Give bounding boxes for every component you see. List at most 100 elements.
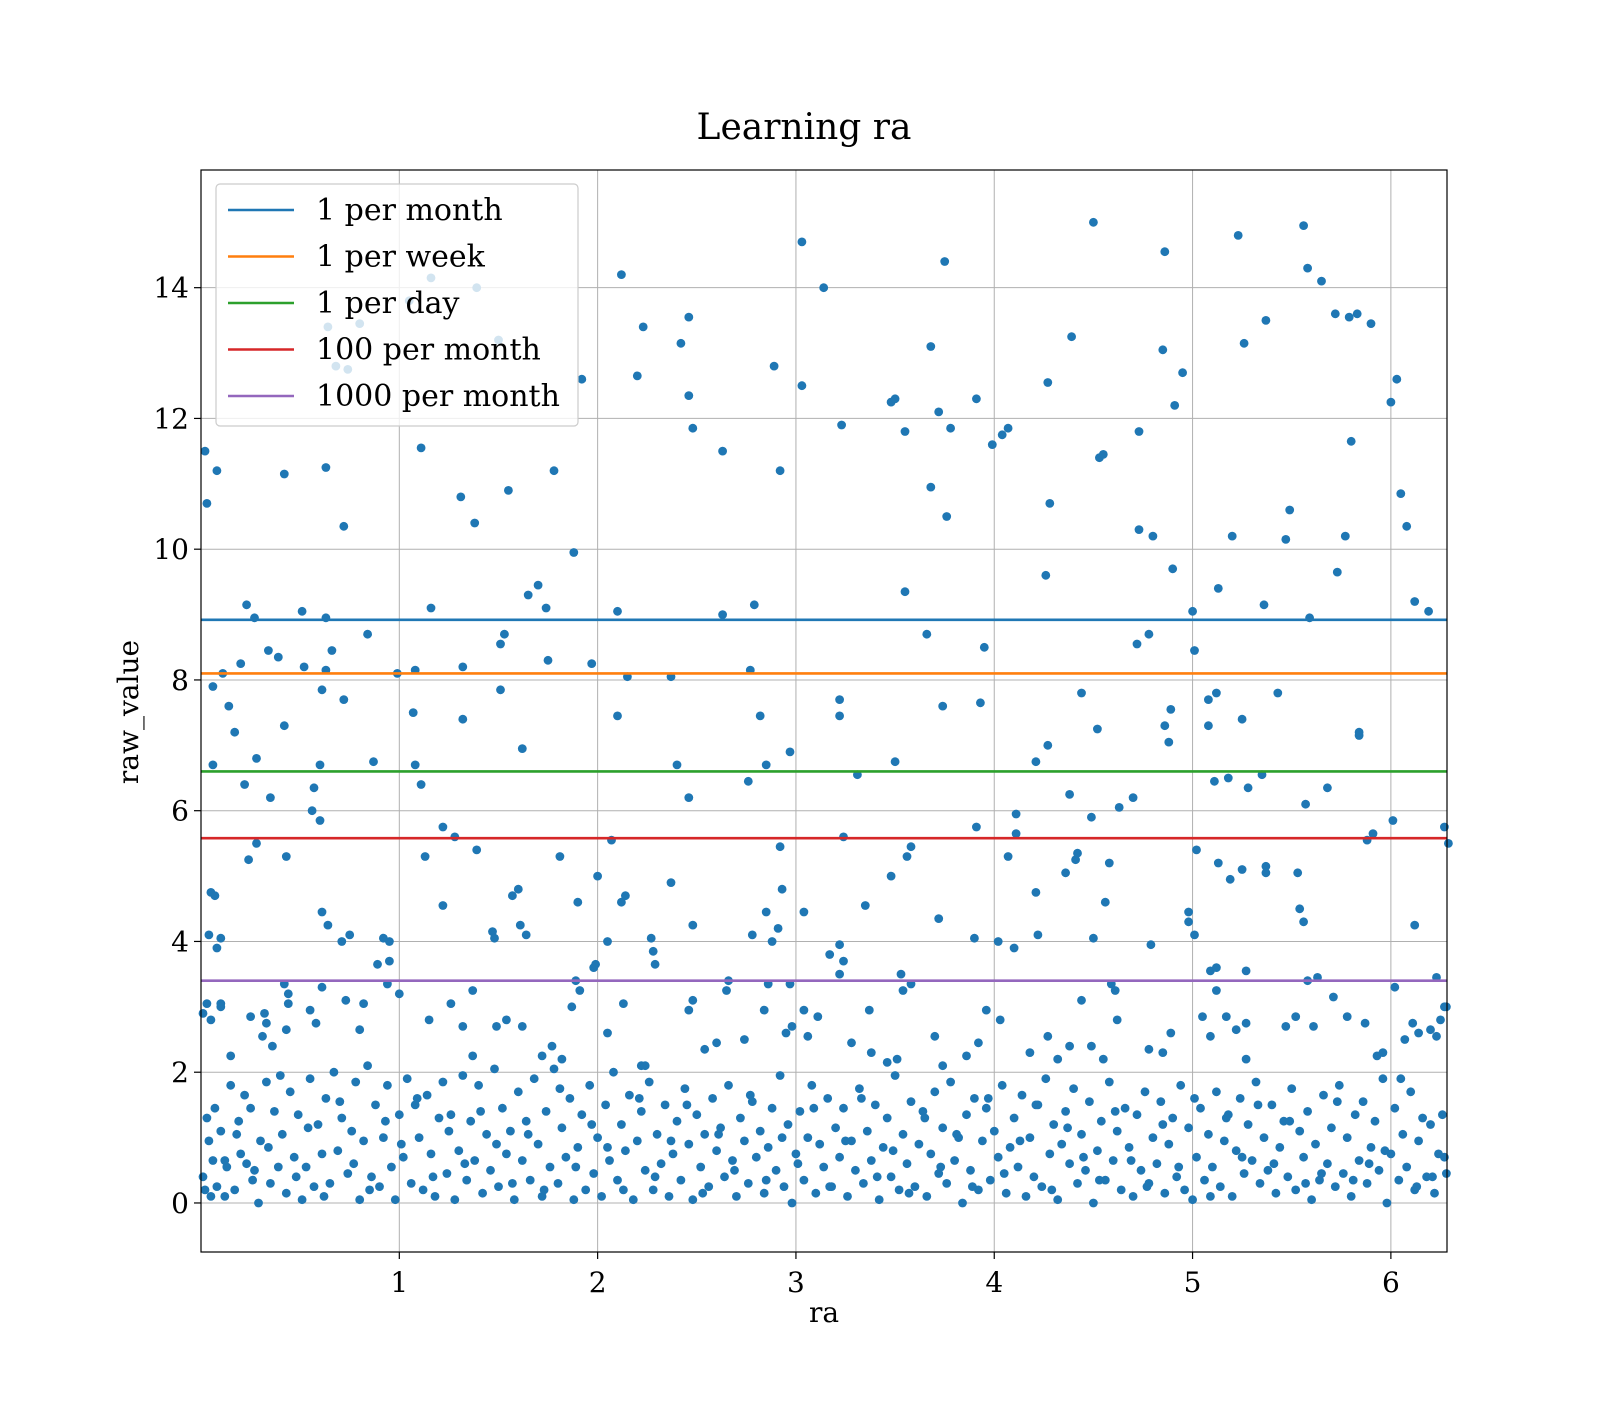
data-point (1188, 1195, 1197, 1205)
data-point (605, 1156, 614, 1165)
data-point (890, 394, 900, 404)
data-point (414, 1133, 424, 1142)
data-point (281, 1188, 291, 1198)
data-point (1342, 1012, 1352, 1021)
data-point (835, 969, 844, 979)
data-point (672, 1116, 682, 1126)
data-point (275, 1071, 285, 1080)
data-point (567, 1002, 577, 1012)
data-point (688, 920, 698, 930)
y-axis-label: raw_value (112, 640, 145, 784)
data-point (811, 1188, 821, 1198)
y-tick-label: 8 (171, 664, 189, 697)
data-point (755, 1126, 765, 1136)
data-point (1414, 1028, 1423, 1038)
data-point (1009, 1113, 1019, 1123)
data-point (1204, 1129, 1213, 1139)
data-point (1065, 1041, 1074, 1051)
data-point (202, 999, 212, 1008)
data-point (791, 1149, 801, 1159)
data-point (208, 1156, 218, 1165)
data-point (761, 907, 771, 917)
data-point (1430, 1188, 1439, 1198)
data-point (761, 1175, 771, 1185)
data-point (888, 1146, 898, 1156)
data-point (1212, 986, 1221, 995)
data-point (1164, 737, 1174, 747)
data-point (521, 930, 531, 940)
data-point (1348, 1175, 1358, 1185)
data-point (1299, 221, 1308, 231)
data-point (513, 884, 523, 894)
data-point (1128, 793, 1138, 802)
data-point (1219, 1136, 1229, 1146)
data-point (321, 1094, 331, 1103)
data-point (581, 1185, 591, 1195)
data-point (1073, 848, 1082, 858)
data-point (1362, 1179, 1372, 1188)
data-point (498, 1103, 507, 1113)
data-point (632, 371, 642, 381)
data-point (799, 907, 809, 917)
data-point (841, 1136, 850, 1146)
data-point (940, 257, 950, 266)
data-point (1041, 570, 1051, 580)
data-point (769, 361, 779, 371)
data-point (603, 1028, 612, 1038)
data-point (1323, 1159, 1332, 1169)
data-point (438, 1077, 448, 1087)
data-point (1273, 688, 1283, 698)
plot-frame (200, 169, 1448, 1253)
data-point (335, 1097, 345, 1106)
x-tick-label: 5 (1184, 1266, 1202, 1299)
data-point (317, 907, 327, 917)
data-point (1196, 1103, 1205, 1113)
data-point (575, 986, 585, 995)
data-point (208, 760, 218, 770)
data-point (785, 747, 795, 757)
data-point (1243, 783, 1253, 793)
data-point (410, 760, 420, 770)
legend-label: 1000 per month (316, 379, 560, 414)
data-point (621, 891, 630, 901)
data-point (369, 757, 378, 767)
data-point (1096, 1116, 1106, 1126)
data-point (230, 1185, 240, 1195)
data-point (266, 793, 275, 802)
data-point (825, 950, 835, 959)
data-point (502, 1149, 511, 1159)
data-point (264, 1143, 273, 1152)
data-point (1140, 1087, 1150, 1097)
data-point (835, 1152, 844, 1162)
data-point (285, 1087, 295, 1097)
data-point (202, 499, 212, 508)
y-tick-label: 12 (153, 402, 189, 435)
legend: 1 per month 1 per week 1 per day 100 per mo… (215, 183, 579, 427)
reference-lines (201, 618, 1447, 982)
data-point (490, 1064, 499, 1074)
data-point (492, 1022, 501, 1031)
data-point (1184, 917, 1193, 927)
data-point (1418, 1113, 1427, 1123)
data-point (486, 1165, 495, 1175)
data-point (1400, 1035, 1410, 1044)
data-point (329, 1067, 339, 1077)
data-point (740, 1035, 749, 1044)
data-point (422, 1090, 432, 1100)
data-point (236, 1149, 246, 1159)
data-point (539, 1185, 549, 1195)
data-point (264, 646, 273, 655)
data-point (1160, 1188, 1170, 1198)
data-point (1053, 1054, 1063, 1064)
data-point (1269, 1159, 1279, 1169)
data-point (684, 391, 694, 400)
data-point (1394, 1175, 1404, 1185)
data-point (529, 1074, 539, 1084)
data-point (1307, 1195, 1316, 1205)
data-point (373, 959, 382, 969)
data-point (751, 1152, 761, 1162)
legend-label: 1 per week (316, 240, 486, 275)
data-point (446, 999, 456, 1008)
